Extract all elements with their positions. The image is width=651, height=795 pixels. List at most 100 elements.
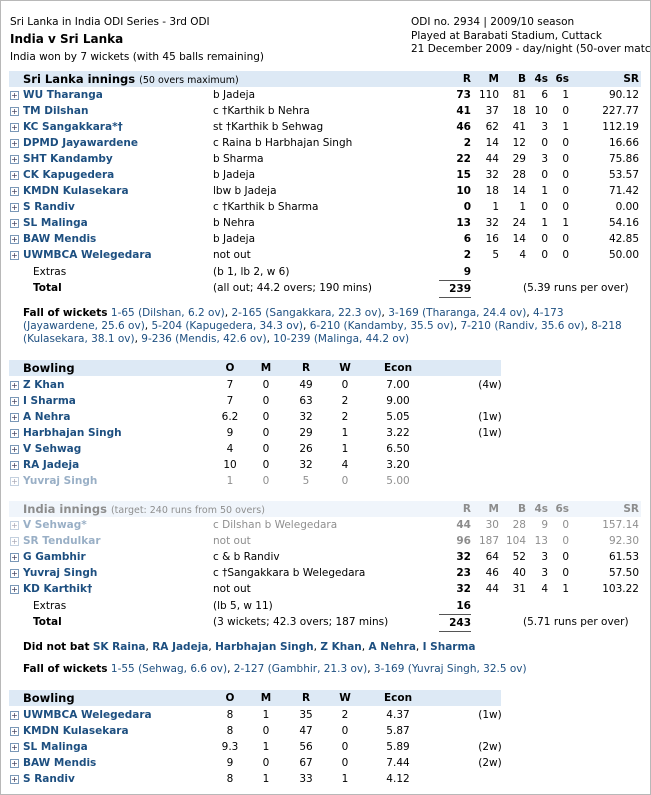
- bowler-name[interactable]: RA Jadeja: [23, 459, 80, 471]
- column-header: R: [462, 73, 471, 85]
- fow-entry[interactable]: 8-218 (Kulasekara, 38.1 ov): [23, 320, 622, 345]
- bowling-title: Bowling: [23, 691, 75, 705]
- batting-stat: 0.00: [615, 201, 639, 213]
- batting-stat: 4: [541, 583, 548, 595]
- expand-icon[interactable]: +: [10, 235, 19, 244]
- batting-stat: 44: [485, 153, 499, 165]
- expand-icon[interactable]: +: [10, 553, 19, 562]
- fow-entry[interactable]: 3-169 (Yuvraj Singh, 32.5 ov): [373, 663, 527, 675]
- fow-entry[interactable]: 10-239 (Malinga, 44.2 ov): [273, 333, 410, 345]
- expand-icon[interactable]: +: [10, 743, 19, 752]
- fow-entry[interactable]: 6-210 (Kandamby, 35.5 ov): [309, 320, 454, 332]
- batting-stat: 61.53: [608, 551, 639, 563]
- expand-icon[interactable]: +: [10, 139, 19, 148]
- player-link[interactable]: Z Khan: [320, 641, 362, 653]
- bowler-name[interactable]: V Sehwag: [23, 443, 82, 455]
- expand-icon[interactable]: +: [10, 381, 19, 390]
- expand-icon[interactable]: +: [10, 203, 19, 212]
- batsman-name[interactable]: SL Malinga: [23, 217, 88, 229]
- total-detail: (all out; 44.2 overs; 190 mins): [213, 282, 372, 294]
- expand-icon[interactable]: +: [10, 251, 19, 260]
- expand-icon[interactable]: +: [10, 585, 19, 594]
- expand-icon[interactable]: +: [10, 155, 19, 164]
- batsman-name[interactable]: UWMBCA Welegedara: [23, 249, 152, 261]
- batting-stat: 2: [463, 137, 471, 149]
- bowler-name[interactable]: SL Malinga: [23, 741, 88, 753]
- expand-icon[interactable]: +: [10, 107, 19, 116]
- player-link[interactable]: RA Jadeja: [152, 641, 209, 653]
- fow-entry[interactable]: 1-55 (Sehwag, 6.6 ov): [110, 663, 228, 675]
- batting-stat: 41: [512, 121, 526, 133]
- batting-stat: 16.66: [608, 137, 639, 149]
- bowler-name[interactable]: Z Khan: [23, 379, 65, 391]
- batsman-name[interactable]: BAW Mendis: [23, 233, 97, 245]
- batsman-name[interactable]: G Gambhir: [23, 551, 86, 563]
- batting-stat: 15: [456, 169, 471, 181]
- bowler-name[interactable]: UWMBCA Welegedara: [23, 709, 152, 721]
- fow-entry[interactable]: 5-204 (Kapugedera, 34.3 ov): [151, 320, 304, 332]
- bowler-name[interactable]: I Sharma: [23, 395, 76, 407]
- bowler-name[interactable]: S Randiv: [23, 773, 75, 785]
- extras-runs: 9: [463, 266, 471, 278]
- expand-icon[interactable]: +: [10, 429, 19, 438]
- dismissal: not out: [213, 249, 251, 261]
- batsman-name[interactable]: TM Dilshan: [23, 105, 89, 117]
- batsman-name[interactable]: WU Tharanga: [23, 89, 103, 101]
- fow-entry[interactable]: 4-173 (Jayawardene, 25.6 ov): [23, 307, 564, 332]
- batting-stat: 28: [512, 169, 526, 181]
- expand-icon[interactable]: +: [10, 727, 19, 736]
- bowling-stat: 29: [299, 427, 313, 439]
- fow-entry[interactable]: 1-65 (Dilshan, 6.2 ov): [110, 307, 225, 319]
- bowling-header-bg: [9, 690, 501, 706]
- bowling-stat: 47: [299, 725, 313, 737]
- expand-icon[interactable]: +: [10, 461, 19, 470]
- batting-stat: 0: [562, 551, 569, 563]
- bowling-stat: 4: [226, 443, 234, 455]
- batsman-name[interactable]: KMDN Kulasekara: [23, 185, 129, 197]
- bowler-name[interactable]: KMDN Kulasekara: [23, 725, 129, 737]
- expand-icon[interactable]: +: [10, 219, 19, 228]
- batting-stat: 18: [512, 105, 526, 117]
- column-header: R: [301, 692, 311, 704]
- expand-icon[interactable]: +: [10, 123, 19, 132]
- bowler-name[interactable]: A Nehra: [23, 411, 71, 423]
- expand-icon[interactable]: +: [10, 187, 19, 196]
- fow-entry[interactable]: 9-236 (Mendis, 42.6 ov): [141, 333, 267, 345]
- batsman-name[interactable]: CK Kapugedera: [23, 169, 115, 181]
- expand-icon[interactable]: +: [10, 775, 19, 784]
- fow-entry[interactable]: 2-127 (Gambhir, 21.3 ov): [233, 663, 368, 675]
- expand-icon[interactable]: +: [10, 413, 19, 422]
- batting-stat: 1: [562, 89, 569, 101]
- bowling-stat: 2: [341, 395, 349, 407]
- batting-stat: 41: [456, 105, 471, 117]
- player-link[interactable]: I Sharma: [422, 641, 476, 653]
- player-link[interactable]: Harbhajan Singh: [215, 641, 314, 653]
- batsman-name[interactable]: KC Sangakkara*†: [23, 121, 123, 133]
- batsman-name[interactable]: S Randiv: [23, 201, 75, 213]
- bowler-name[interactable]: BAW Mendis: [23, 757, 97, 769]
- expand-icon[interactable]: +: [10, 445, 19, 454]
- expand-icon[interactable]: +: [10, 397, 19, 406]
- dismissal: c & b Randiv: [213, 551, 280, 563]
- expand-icon[interactable]: +: [10, 569, 19, 578]
- batting-stat: 0: [541, 233, 548, 245]
- expand-icon[interactable]: +: [10, 711, 19, 720]
- expand-icon[interactable]: +: [10, 91, 19, 100]
- dismissal: c Raina b Harbhajan Singh: [213, 137, 353, 149]
- dismissal: not out: [213, 583, 251, 595]
- fow-entry[interactable]: 7-210 (Randiv, 35.6 ov): [460, 320, 585, 332]
- expand-icon[interactable]: +: [10, 759, 19, 768]
- batting-stat: 0: [541, 169, 548, 181]
- batsman-name[interactable]: KD Karthik†: [23, 583, 93, 595]
- expand-icon[interactable]: +: [10, 171, 19, 180]
- total-detail: (3 wickets; 42.3 overs; 187 mins): [213, 616, 389, 628]
- batsman-name[interactable]: SHT Kandamby: [23, 153, 113, 165]
- batsman-name[interactable]: Yuvraj Singh: [23, 567, 98, 579]
- fow-entry[interactable]: 3-169 (Tharanga, 24.4 ov): [388, 307, 527, 319]
- player-link[interactable]: SK Raina: [92, 641, 146, 653]
- player-link[interactable]: A Nehra: [368, 641, 416, 653]
- batsman-name[interactable]: DPMD Jayawardene: [23, 137, 139, 149]
- bowler-name[interactable]: Harbhajan Singh: [23, 427, 122, 439]
- fow-entry[interactable]: 2-165 (Sangakkara, 22.3 ov): [231, 307, 382, 319]
